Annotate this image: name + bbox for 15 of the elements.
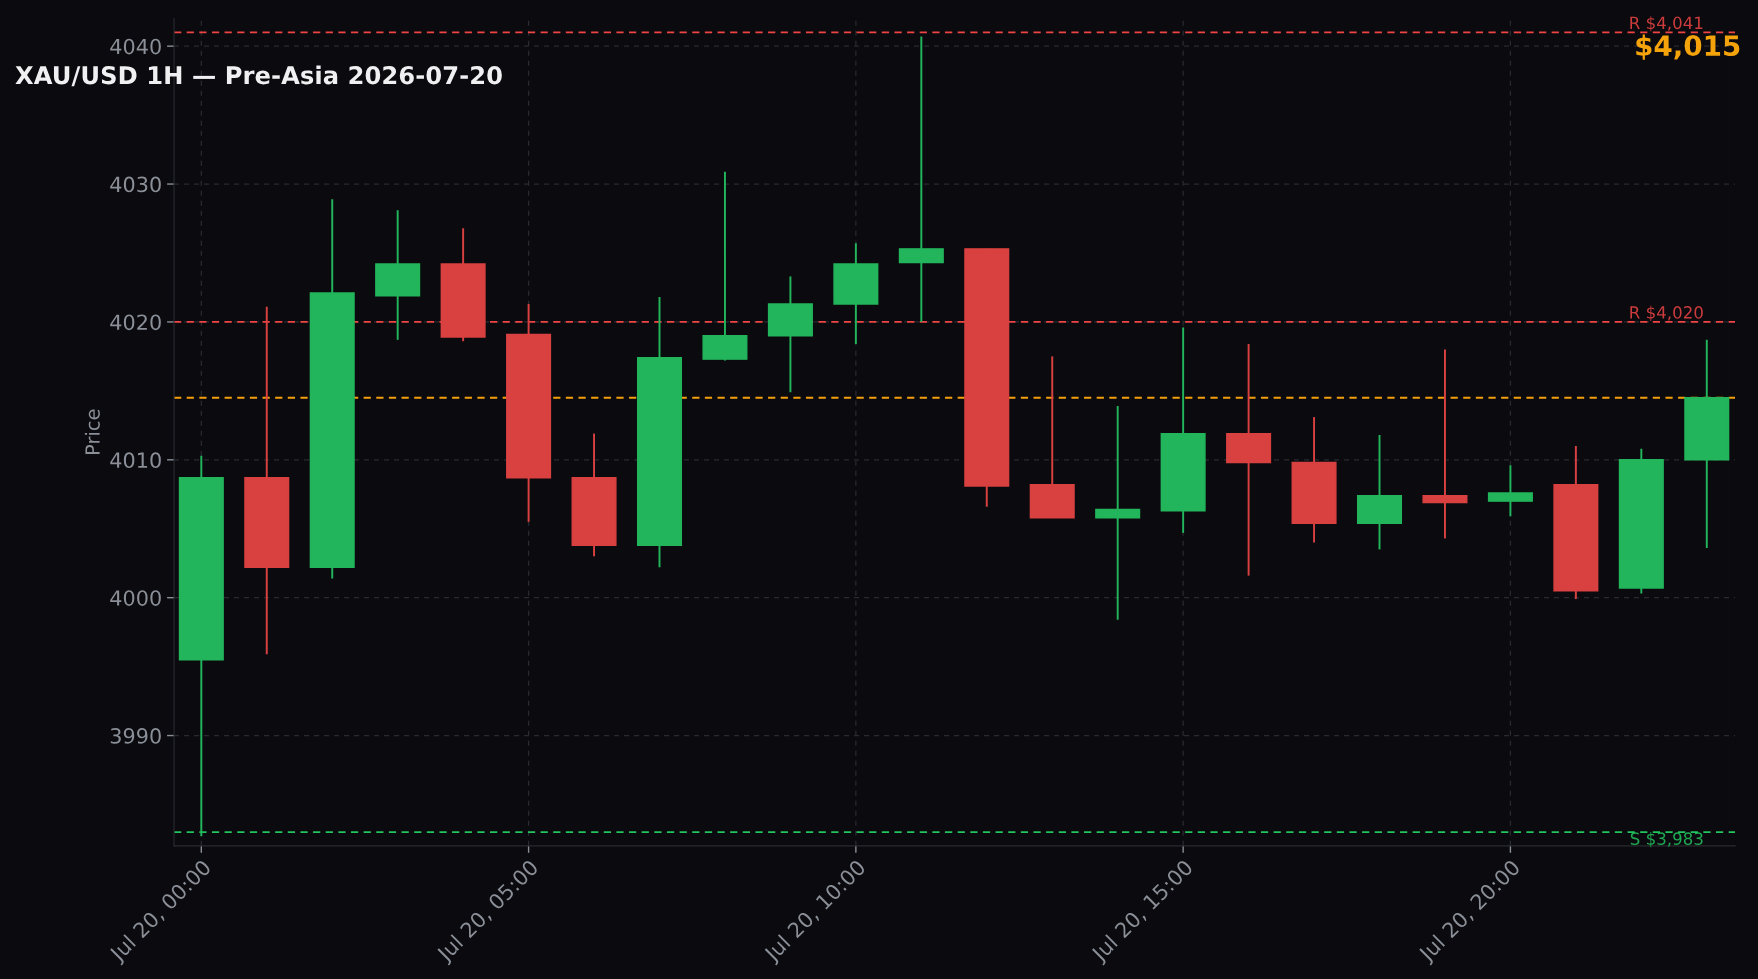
y-tick-label: 4010 <box>110 452 161 469</box>
candlestick <box>898 35 944 323</box>
y-tick-label: 4020 <box>110 314 161 331</box>
annotation: $4,015 <box>1636 34 1740 60</box>
ref-line-label: R $4,020 <box>1630 305 1703 321</box>
y-tick-label: 3990 <box>110 728 161 744</box>
ref-line-label: S $3,983 <box>1630 832 1703 848</box>
candlestick <box>1422 348 1468 540</box>
ref-line-label: R $4,041 <box>1630 16 1703 32</box>
y-tick-label: 4030 <box>110 176 161 193</box>
y-tick-label: 4000 <box>110 590 161 606</box>
candlestick <box>1095 405 1141 621</box>
y-tick-label: 4040 <box>110 38 161 55</box>
y-axis-title: Price <box>84 409 100 455</box>
text: XAU/USD 1H — Pre-Asia 2026-07-20 <box>15 65 502 87</box>
